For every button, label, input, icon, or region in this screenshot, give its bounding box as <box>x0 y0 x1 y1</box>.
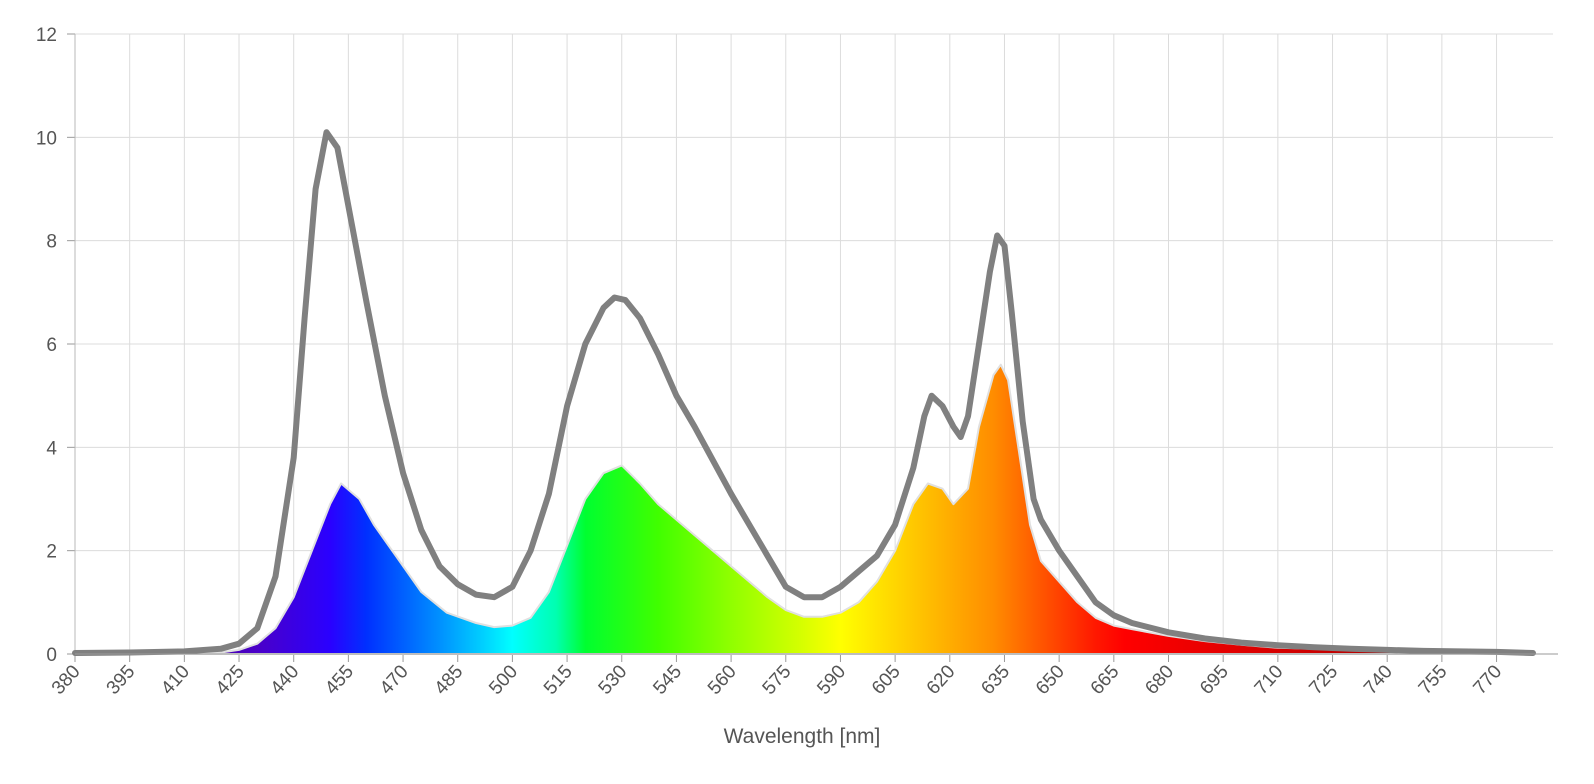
x-tick-label: 635 <box>977 661 1014 699</box>
y-tick-label: 10 <box>36 128 57 149</box>
x-tick-label: 695 <box>1196 661 1233 699</box>
x-tick-label: 470 <box>376 661 413 699</box>
x-tick-label: 590 <box>813 661 850 699</box>
y-tick-label: 4 <box>46 438 57 459</box>
y-tick-label: 8 <box>46 232 57 253</box>
x-tick-label: 620 <box>923 661 960 699</box>
plot-series <box>72 129 1536 656</box>
y-tick-label: 12 <box>36 25 57 46</box>
x-axis-title: Wavelength [nm] <box>724 725 881 748</box>
x-tick-label: 455 <box>321 661 358 699</box>
grid-lines <box>67 33 1553 662</box>
x-tick-label: 395 <box>103 661 140 699</box>
x-axis-ticks: 380 395 410 425 440 455 470 485 500 515 530 545 560 5… <box>48 661 1506 699</box>
x-tick-label: 545 <box>649 661 686 699</box>
x-tick-label: 680 <box>1141 661 1178 699</box>
x-tick-label: 740 <box>1360 661 1397 699</box>
x-tick-label: 665 <box>1087 661 1124 699</box>
y-tick-label: 2 <box>46 542 57 563</box>
x-tick-label: 575 <box>759 661 796 699</box>
y-axis-ticks: 0 2 4 6 8 10 12 <box>36 25 58 666</box>
outline-line-series <box>72 129 1536 656</box>
x-tick-label: 380 <box>48 661 85 699</box>
x-tick-label: 605 <box>868 661 905 699</box>
x-tick-label: 770 <box>1469 661 1506 699</box>
x-tick-label: 425 <box>212 661 249 699</box>
x-tick-label: 485 <box>431 661 468 699</box>
x-tick-label: 560 <box>704 661 741 699</box>
y-tick-label: 0 <box>46 645 57 666</box>
x-tick-label: 530 <box>595 661 632 699</box>
x-tick-label: 515 <box>540 661 577 699</box>
x-tick-label: 410 <box>157 661 194 699</box>
x-tick-label: 440 <box>267 661 304 699</box>
x-tick-label: 710 <box>1251 661 1288 699</box>
y-tick-label: 6 <box>46 335 57 356</box>
x-tick-label: 725 <box>1305 661 1342 699</box>
x-tick-label: 650 <box>1032 661 1069 699</box>
x-tick-label: 500 <box>485 661 522 699</box>
x-tick-label: 755 <box>1415 661 1452 699</box>
